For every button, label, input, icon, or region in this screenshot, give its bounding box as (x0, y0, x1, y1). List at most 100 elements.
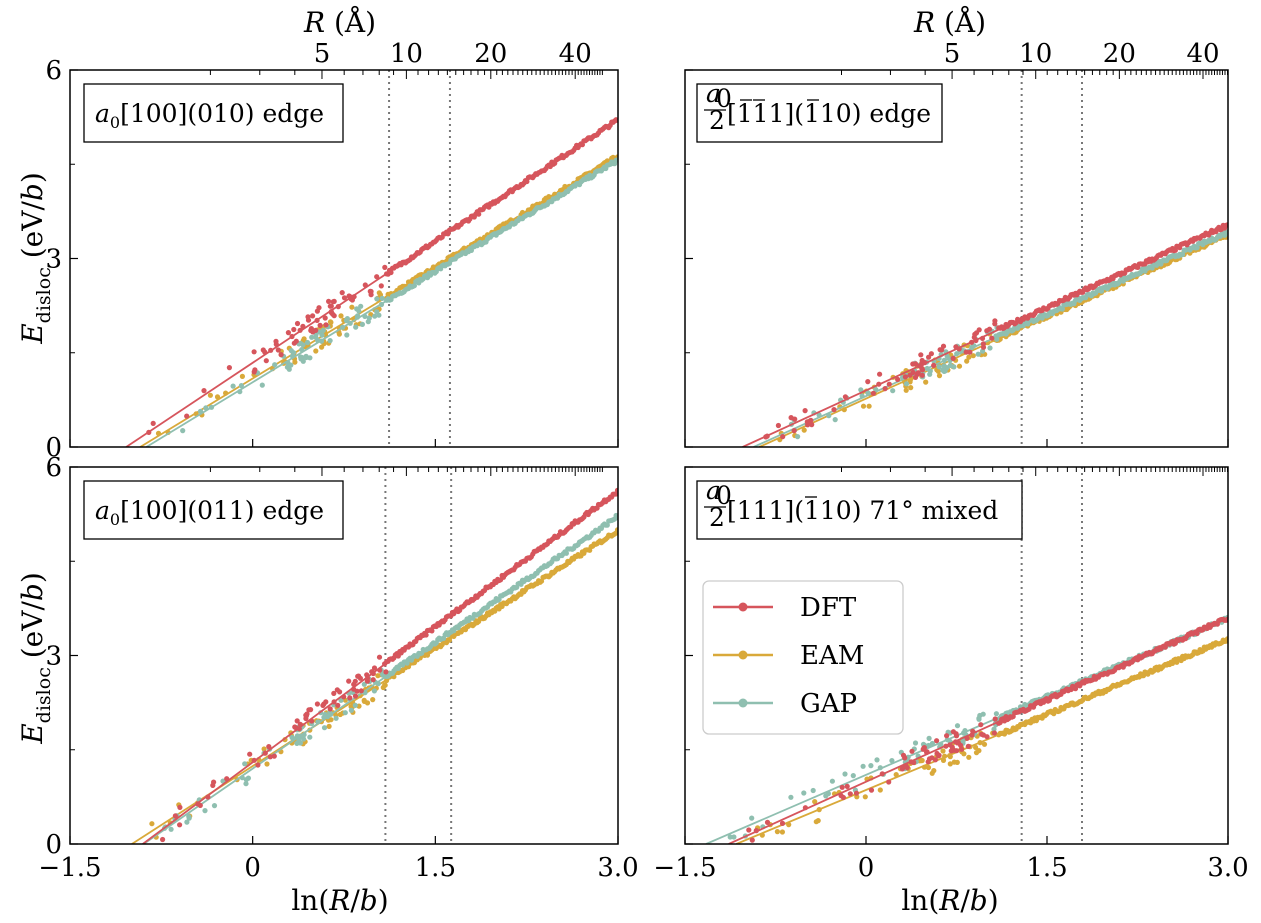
data-point (262, 349, 268, 355)
data-point (842, 771, 848, 777)
data-point (912, 374, 919, 380)
data-point (184, 819, 190, 825)
data-point (337, 689, 343, 695)
svg-text:2: 2 (709, 106, 725, 135)
data-point (251, 757, 257, 763)
data-point (749, 815, 755, 821)
data-point (860, 763, 866, 769)
series-dft (742, 222, 1228, 447)
data-point (908, 385, 914, 391)
data-point (936, 373, 943, 379)
data-point (912, 740, 919, 746)
data-point (352, 693, 359, 699)
x-tick-label: 0 (858, 853, 875, 883)
data-point (764, 819, 771, 826)
data-point (252, 367, 258, 373)
data-point (1224, 230, 1228, 237)
data-point (853, 790, 860, 796)
data-point (831, 407, 837, 413)
data-point (779, 829, 786, 835)
data-point (991, 726, 997, 732)
data-point (328, 303, 334, 309)
data-point (954, 351, 960, 357)
top-axis-label-left: R (Å) (303, 6, 376, 39)
data-point (296, 735, 302, 742)
x-tick-label: 3.0 (597, 853, 638, 883)
svg-text:2: 2 (709, 503, 725, 532)
data-point (382, 264, 388, 270)
data-point (317, 322, 323, 328)
data-point (177, 822, 183, 828)
data-point (195, 801, 201, 807)
data-point (802, 408, 808, 414)
data-point (966, 354, 972, 360)
data-point (944, 353, 950, 359)
data-point (942, 753, 948, 759)
data-point (844, 783, 850, 790)
data-point (972, 331, 978, 337)
data-point (991, 730, 998, 736)
data-point (205, 794, 211, 800)
data-point (378, 283, 384, 289)
data-point (746, 827, 752, 833)
data-point (801, 427, 807, 433)
data-point (342, 710, 348, 716)
data-point (970, 353, 976, 359)
data-point (306, 707, 312, 713)
data-point (286, 366, 292, 372)
data-point (788, 794, 794, 800)
data-point (349, 304, 355, 310)
data-point (923, 379, 929, 385)
data-point (272, 362, 278, 368)
data-point (331, 690, 337, 697)
data-point (423, 632, 429, 638)
data-point (245, 775, 251, 781)
data-point (285, 330, 291, 336)
data-point (922, 360, 928, 366)
data-point (268, 347, 274, 353)
data-point (973, 744, 979, 751)
x-axis-label-right: ln(R/b) (901, 884, 998, 917)
data-point (365, 319, 371, 325)
data-point (255, 762, 261, 768)
data-point (247, 751, 253, 757)
data-point (297, 740, 303, 746)
data-point (160, 836, 166, 843)
data-point (969, 732, 975, 738)
data-point (604, 522, 610, 528)
top-tick-label: 5 (944, 39, 961, 69)
data-point (294, 320, 301, 327)
data-point (224, 776, 230, 782)
data-point (320, 327, 326, 333)
data-point (903, 387, 909, 393)
top-tick-label: 10 (390, 39, 423, 69)
data-point (903, 763, 909, 769)
data-point (874, 757, 880, 763)
data-point (940, 748, 946, 754)
data-point (832, 417, 838, 423)
data-point (242, 761, 248, 767)
data-point (941, 357, 947, 363)
data-point (882, 386, 888, 392)
data-point (331, 699, 337, 705)
data-point (950, 355, 956, 361)
data-point (338, 313, 344, 319)
data-point (924, 365, 930, 372)
data-point (361, 698, 367, 705)
data-point (962, 728, 968, 734)
data-point (614, 514, 618, 521)
y-tick-label: 3 (45, 245, 62, 275)
data-point (300, 323, 306, 329)
data-point (383, 669, 389, 675)
data-point (976, 748, 982, 754)
data-point (753, 828, 759, 834)
data-point (925, 764, 932, 771)
data-point (346, 678, 352, 684)
data-point (868, 787, 875, 793)
data-point (826, 413, 832, 419)
data-point (341, 295, 348, 301)
data-point (371, 688, 377, 694)
panel-4: −1.5 0 1.5 3.0 (653, 466, 1249, 883)
data-point (376, 290, 382, 296)
data-point (310, 313, 316, 319)
